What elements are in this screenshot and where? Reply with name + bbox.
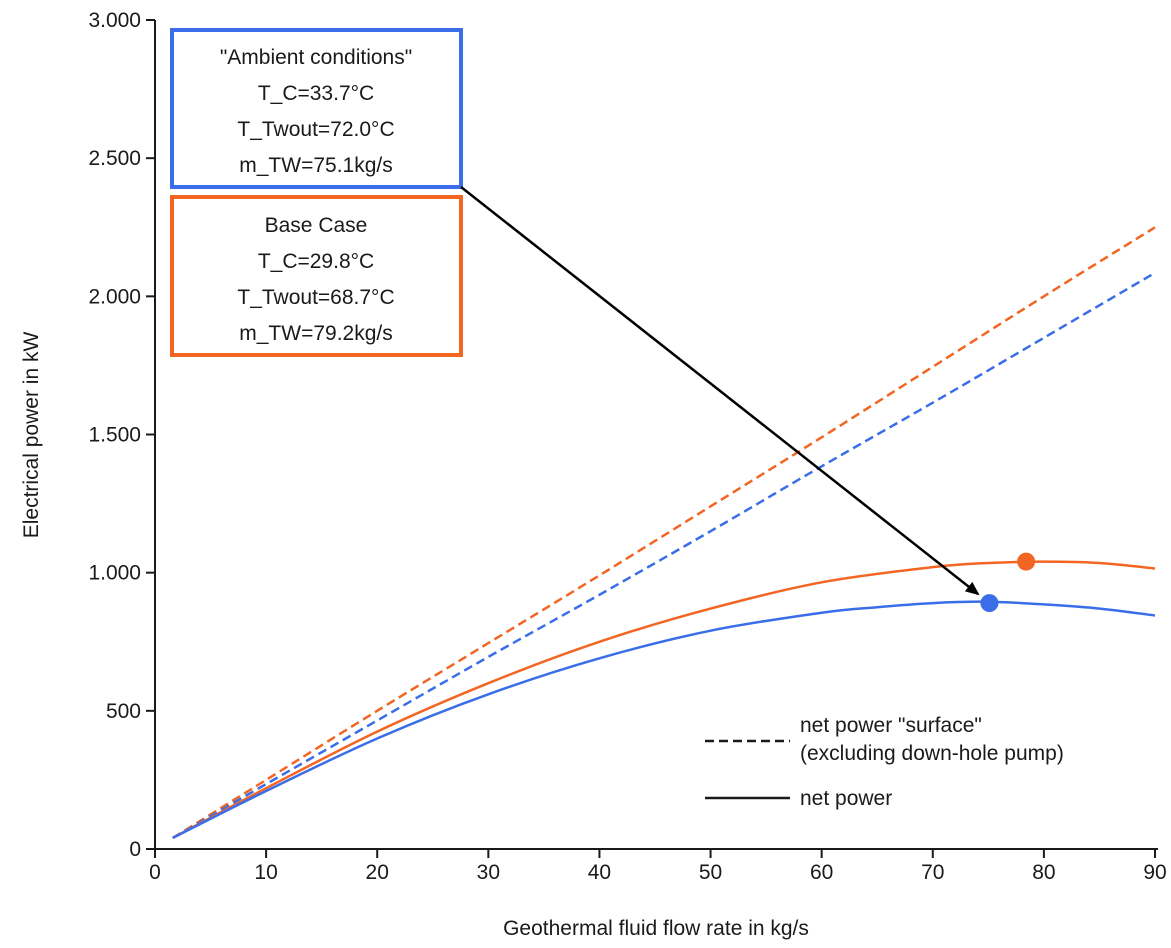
point-base_optimum [1017,552,1036,571]
legend: net power "surface" (excluding down-hole… [705,714,1064,810]
y-tick-label-1000: 1.000 [88,562,141,585]
ambient-conditions-box: "Ambient conditions" T_C=33.7°C T_Twout=… [170,28,463,189]
x-tick-label-90: 90 [1143,861,1166,884]
ambient-box-line-4: m_TW=75.1kg/s [239,154,392,177]
x-tick-label-30: 30 [477,861,500,884]
series-line-base_surface [172,226,1156,839]
x-axis-title: Geothermal fluid flow rate in kg/s [503,917,809,940]
series-line-ambient_net [172,600,1156,840]
axis-ticks: 0 10 20 30 40 50 60 70 80 90 0 500 1.000 1.500 2.000 2.… [88,9,1166,884]
ambient-box-line-2: T_C=33.7°C [258,82,374,105]
legend-solid-label: net power [800,787,892,810]
ambient-box-line-3: T_Twout=72.0°C [237,118,394,141]
x-tick-label-80: 80 [1032,861,1055,884]
base-box-line-2: T_C=29.8°C [258,250,374,273]
x-tick-label-0: 0 [149,861,161,884]
x-tick-label-40: 40 [588,861,611,884]
base-box-line-1: Base Case [265,214,368,237]
y-tick-label-2500: 2.500 [88,147,141,170]
y-tick-label-2000: 2.000 [88,285,141,308]
x-tick-label-70: 70 [921,861,944,884]
legend-dashed-label-line-2: (excluding down-hole pump) [800,742,1064,765]
series-layer [172,226,1156,840]
optimum-points [980,552,1036,613]
y-axis-title: Electrical power in kW [20,332,43,539]
ambient-box-frame [170,28,463,189]
point-ambient_optimum [980,594,999,613]
ambient-box-line-1: "Ambient conditions" [220,46,412,69]
y-tick-label-0: 0 [129,838,141,861]
base-box-frame [170,195,463,357]
series-line-ambient_surface [172,271,1156,839]
base-box-line-4: m_TW=79.2kg/s [239,322,392,345]
x-tick-label-10: 10 [254,861,277,884]
base-box-line-3: T_Twout=68.7°C [237,286,394,309]
annotation-arrow [460,186,980,596]
legend-dashed-label-line-1: net power "surface" [800,714,982,737]
y-tick-label-1500: 1.500 [88,424,141,447]
x-tick-label-20: 20 [366,861,389,884]
y-tick-label-3000: 3.000 [88,9,141,32]
x-tick-label-50: 50 [699,861,722,884]
x-tick-label-60: 60 [810,861,833,884]
base-case-box: Base Case T_C=29.8°C T_Twout=68.7°C m_TW… [170,195,463,357]
series-line-base_net [172,560,1156,840]
y-tick-label-500: 500 [106,700,141,723]
